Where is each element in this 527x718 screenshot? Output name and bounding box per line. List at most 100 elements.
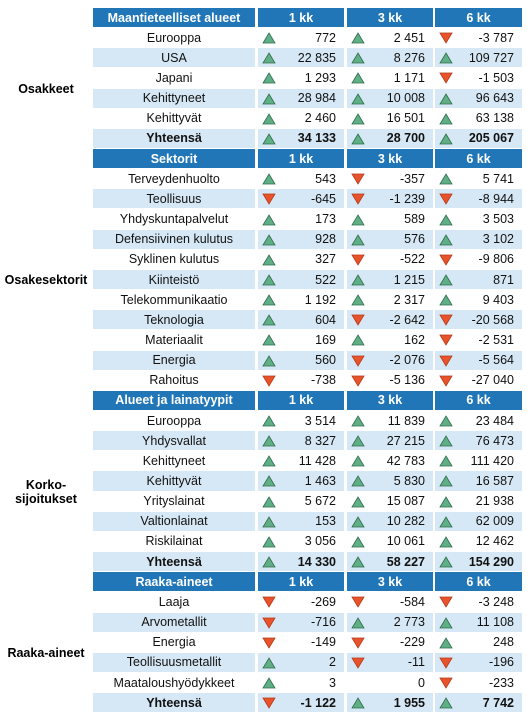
arrow-up	[351, 274, 365, 286]
arrow-up	[262, 475, 276, 487]
text: 42 783	[386, 453, 425, 468]
arrow-shape	[439, 616, 453, 628]
arrow-up	[262, 556, 276, 568]
value-cell: 327	[258, 250, 344, 269]
row-label: Rahoitus	[93, 371, 255, 390]
arrow-shape	[351, 536, 365, 548]
row-label: Syklinen kulutus	[93, 250, 255, 269]
text: Kehittyvät	[146, 474, 202, 488]
arrow-up	[439, 556, 453, 568]
arrow-shape	[439, 677, 453, 689]
row-label: Kehittyvät	[93, 109, 255, 128]
text: -1 503	[478, 71, 514, 85]
text: Energia	[152, 353, 196, 368]
text: 543	[315, 171, 336, 186]
arrow-up	[351, 213, 365, 225]
arrow-shape	[262, 677, 276, 689]
value-cell: 1 171	[347, 68, 433, 87]
text: Teknologia	[144, 312, 204, 327]
value-cell: 7 742	[435, 693, 522, 713]
arrow-down	[351, 596, 365, 609]
text: 5 741	[482, 171, 514, 186]
value-cell: 2 460	[258, 109, 344, 128]
arrow-down	[351, 657, 365, 669]
text: Eurooppa	[146, 413, 202, 428]
text: 205 067	[468, 131, 514, 146]
text: -716	[310, 615, 336, 630]
arrow-shape	[439, 355, 453, 367]
value-cell: -2 076	[347, 350, 433, 370]
arrow-shape	[262, 173, 276, 185]
value-cell: 58 227	[347, 552, 433, 572]
arrow-shape	[262, 193, 276, 206]
arrow-shape	[351, 233, 365, 246]
arrow-up	[262, 72, 276, 84]
arrow-up	[351, 697, 365, 709]
arrow-shape	[262, 92, 276, 104]
value-cell: 10 008	[347, 88, 433, 108]
value-cell: -2 642	[347, 310, 433, 330]
group-label: Osakkeet	[0, 82, 92, 96]
arrow-up	[262, 314, 276, 326]
text: 7 742	[482, 695, 514, 710]
value-cell: 11 108	[435, 612, 522, 632]
row-label: USA	[93, 48, 255, 68]
text: USA	[161, 50, 187, 65]
arrow-shape	[262, 314, 276, 326]
value-cell: 169	[258, 330, 344, 349]
arrow-shape	[351, 455, 365, 467]
row-label: Yhdyskuntapalvelut	[93, 210, 255, 229]
text: Maataloushyödykkeet	[113, 675, 235, 690]
value-cell: 589	[347, 210, 433, 229]
arrow-down	[439, 254, 453, 266]
text: Sektorit	[150, 151, 198, 166]
arrow-shape	[439, 213, 453, 225]
value-cell: 1 955	[347, 693, 433, 713]
arrow-down	[439, 73, 453, 85]
text: 76 473	[475, 433, 514, 448]
arrow-shape	[262, 233, 276, 246]
value-cell: 248	[435, 633, 522, 652]
text: 34 133	[297, 131, 336, 146]
arrow-up	[262, 52, 276, 64]
arrow-up	[439, 455, 453, 467]
value-cell: 2 773	[347, 612, 433, 632]
arrow-up	[262, 455, 276, 467]
value-cell: -233	[435, 673, 522, 692]
arrow-up	[262, 657, 276, 669]
arrow-up	[262, 173, 276, 185]
text: 27 215	[386, 433, 425, 448]
text: 928	[315, 232, 336, 247]
arrow-shape	[439, 73, 453, 85]
arrow-shape	[439, 32, 453, 44]
text: -229	[399, 635, 425, 650]
arrow-shape	[262, 213, 276, 225]
value-cell: 0	[347, 673, 433, 692]
arrow-up	[351, 495, 365, 507]
arrow-up	[439, 133, 453, 145]
arrow-shape	[351, 556, 365, 568]
text: 1 463	[304, 474, 336, 488]
text: 1 kk	[288, 574, 314, 589]
arrow-shape	[351, 193, 365, 206]
arrow-up	[439, 697, 453, 709]
text: 23 484	[475, 413, 514, 428]
arrow-shape	[262, 556, 276, 568]
text: -9 806	[478, 252, 514, 267]
value-cell: 3 514	[258, 411, 344, 430]
row-label: Laaja	[93, 592, 255, 611]
value-cell: 11 428	[258, 451, 344, 470]
arrow-shape	[439, 112, 453, 125]
header-cell: 1 kk	[258, 149, 344, 169]
text: 772	[315, 30, 336, 45]
row-label: Teollisuus	[93, 189, 255, 209]
value-cell: 8 327	[258, 431, 344, 451]
value-cell: 3 056	[258, 532, 344, 551]
value-cell: 2 317	[347, 290, 433, 309]
text: Defensiivinen kulutus	[114, 232, 234, 247]
row-label: Eurooppa	[93, 411, 255, 430]
text: Laaja	[158, 594, 190, 609]
arrow-shape	[351, 314, 365, 327]
arrow-up	[439, 52, 453, 64]
arrow-down	[262, 375, 276, 387]
